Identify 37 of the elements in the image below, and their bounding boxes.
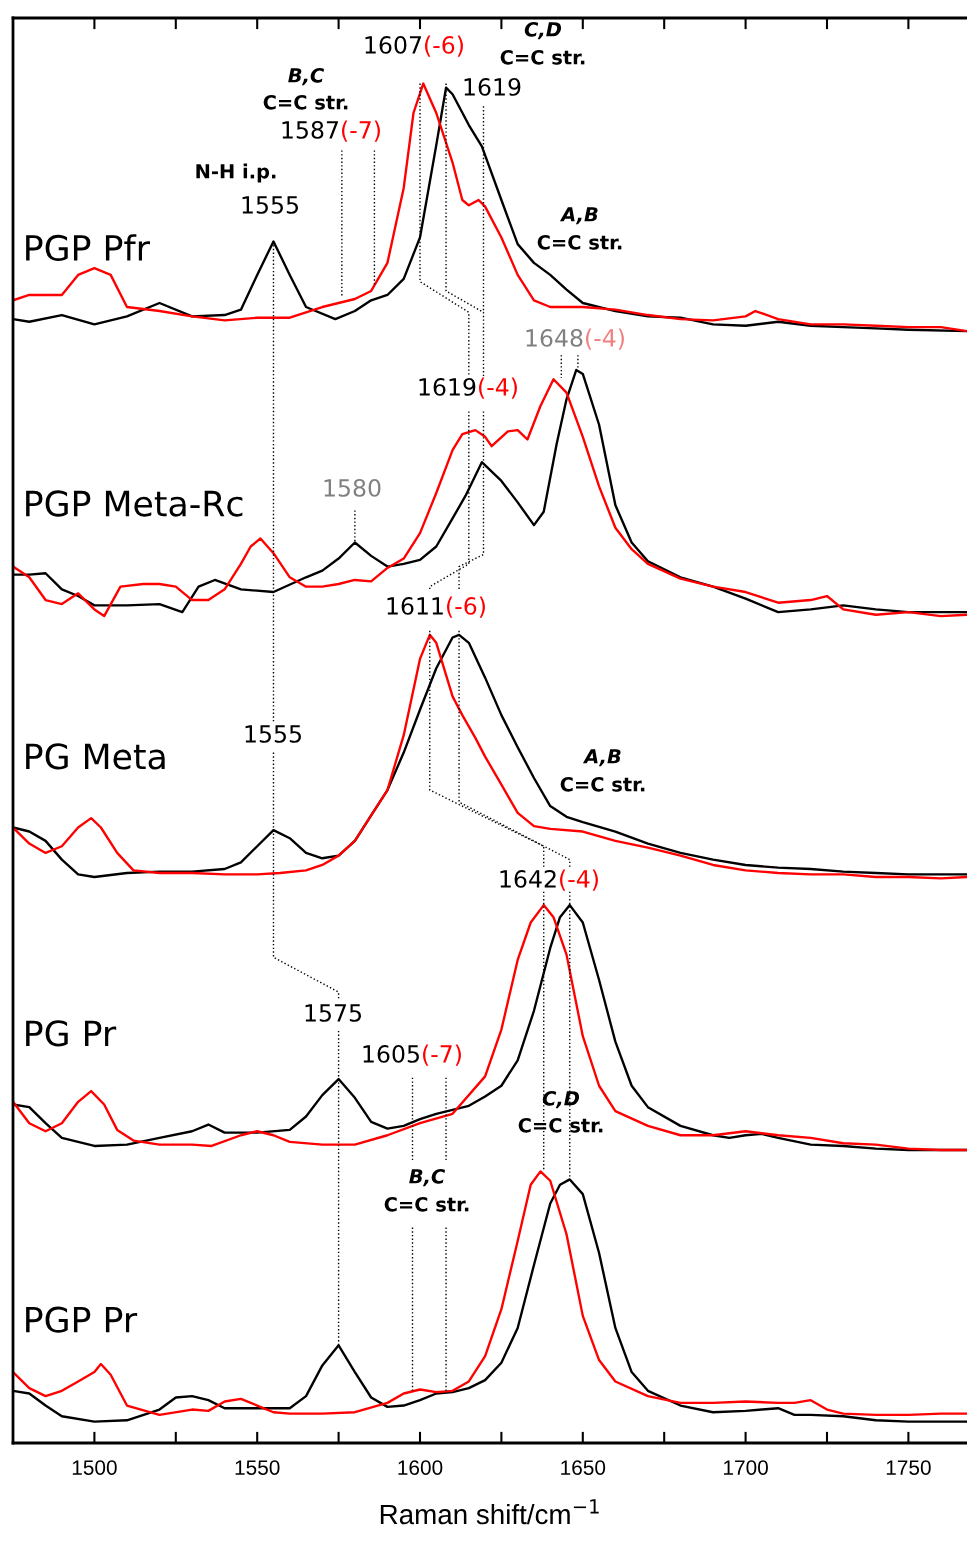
annotation: 1555: [245, 725, 301, 743]
x-tick-label: 1750: [886, 1460, 931, 1475]
annotation: 1619: [464, 77, 521, 96]
annotation: 1555: [242, 196, 298, 214]
annotation: 1648(-4): [526, 328, 624, 350]
annotation: 1575: [305, 1004, 361, 1022]
x-tick-label: 1550: [235, 1460, 280, 1475]
annotation: B,C: [288, 67, 325, 86]
annotation: C=C str.: [384, 1196, 469, 1212]
annotation: 1619(-4): [419, 377, 517, 399]
annotation: C,D: [542, 1090, 580, 1109]
series-label: PG Pr: [26, 1020, 117, 1047]
annotation: A,B: [559, 207, 598, 225]
x-tick-label: 1600: [398, 1460, 443, 1475]
text: C=C str.: [500, 49, 585, 65]
annotation: N-H i.p.: [196, 163, 276, 183]
x-tick-label: 1500: [72, 1460, 117, 1475]
annotation: A,B: [582, 749, 621, 767]
annotation: C=C str.: [537, 234, 622, 250]
x-tick-label: 1650: [561, 1460, 606, 1475]
annotation: C=C str.: [560, 776, 645, 792]
annotation: 1580: [324, 478, 381, 497]
series-label: PG Meta: [26, 743, 165, 770]
annotation: 1587(-7): [282, 120, 380, 142]
annotation: C=C str.: [518, 1117, 603, 1133]
x-axis-title: Raman shift/cm$^{−1}$: [380, 1499, 599, 1525]
annotation: B,C: [409, 1168, 446, 1187]
text: 1607(-6): [365, 35, 463, 57]
annotation: 1611(-6): [387, 596, 485, 618]
annotation: C=C str.: [263, 94, 348, 110]
series-label: PGP Pfr: [26, 234, 150, 262]
series-label: PGP Meta-Rc: [26, 490, 243, 517]
annotation: 1605(-7): [363, 1044, 461, 1066]
x-tick-label: 1700: [724, 1460, 768, 1475]
series-label: PGP Pr: [26, 1306, 138, 1333]
text: C,D: [524, 21, 562, 40]
annotation: 1642(-4): [500, 869, 598, 891]
